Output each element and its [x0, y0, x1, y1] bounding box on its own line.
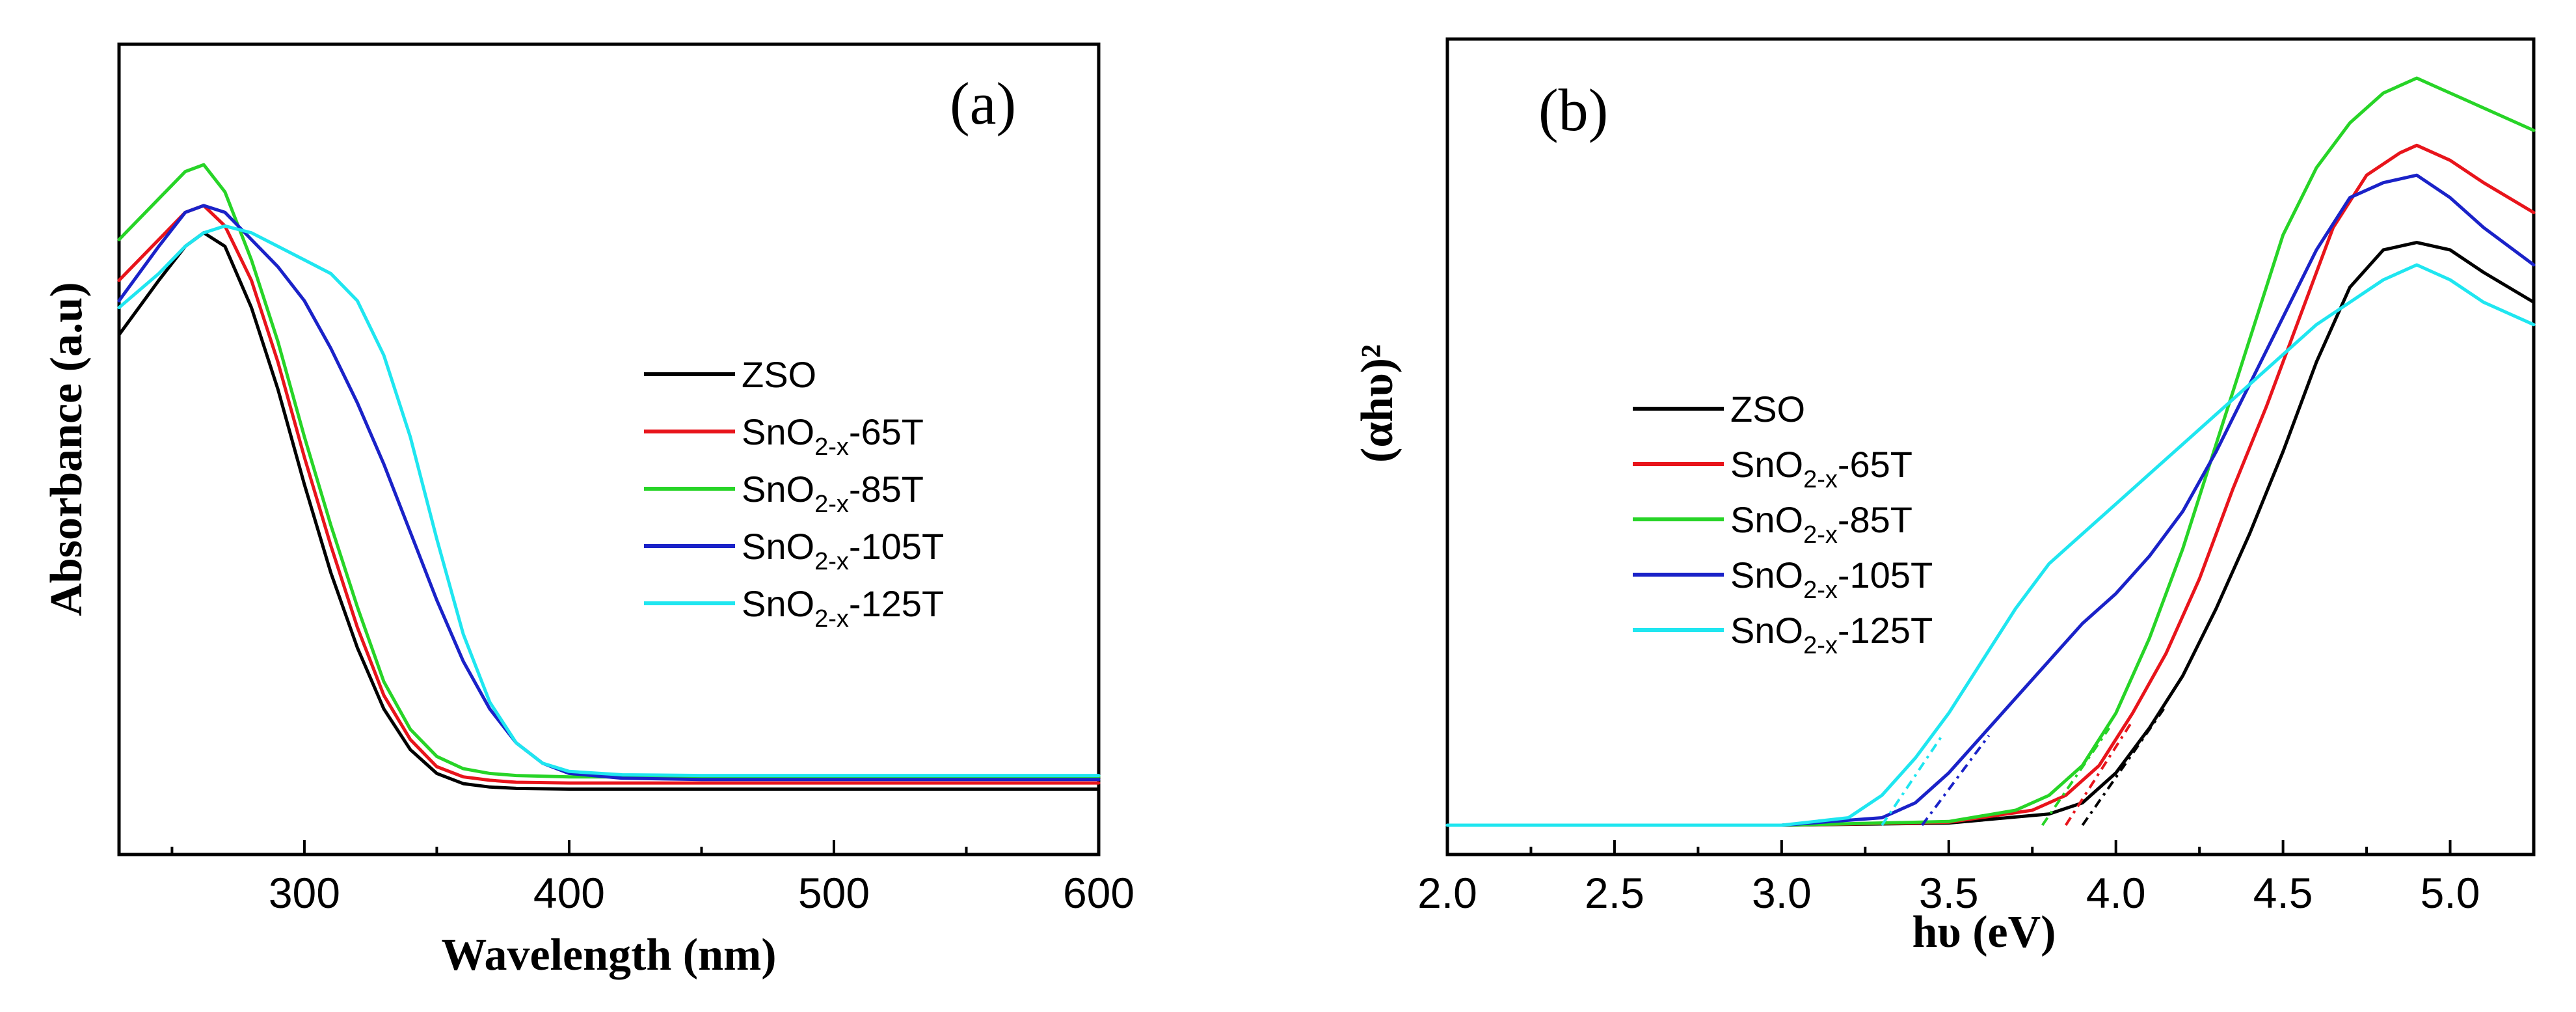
panel-b-legend-item: SnO2-x-125T — [1633, 610, 1933, 659]
panel-b-tauc-fit-lines — [1881, 705, 2167, 827]
panel-a-x-axis-title: Wavelength (nm) — [441, 930, 776, 980]
panel-b-legend-label: SnO2-x-105T — [1730, 554, 1933, 604]
panel-b-x-tick-label: 2.0 — [1417, 869, 1477, 917]
panel-a-legend-item: SnO2-x-85T — [644, 469, 924, 518]
panel-a-series-zso — [117, 231, 1101, 791]
panel-a-x-tick-label: 300 — [269, 869, 340, 917]
panel-b-series — [1445, 76, 2536, 827]
panel-a-series-sno2-x-85t — [117, 163, 1101, 779]
panel-b-series-sno2-x-65t — [1445, 143, 2536, 827]
panel-a-x-tick-label: 600 — [1063, 869, 1134, 917]
panel-b-tauc-fit-zso — [2081, 705, 2167, 827]
panel-b-series-sno2-x-85t — [1445, 76, 2536, 827]
panel-a-y-axis-title: Absorbance (a.u) — [42, 282, 92, 616]
panel-b-series-zso — [1445, 241, 2536, 827]
panel-b-x-tick-label: 3.0 — [1752, 869, 1812, 917]
panel-b-x-tick-label: 5.0 — [2421, 869, 2480, 917]
panel-a-legend-label: SnO2-x-105T — [742, 526, 944, 575]
panel-b-x-tick-label: 4.0 — [2086, 869, 2146, 917]
panel-b-series-sno2-x-105t — [1445, 173, 2536, 827]
panel-a: 300 400 500 600 (a) Wavelength (nm) Absorba… — [42, 42, 1134, 980]
panel-a-legend-label: ZSO — [742, 354, 816, 395]
panel-b-frame — [1445, 37, 2536, 856]
panel-a-legend-item: SnO2-x-105T — [644, 526, 944, 575]
panel-b-tauc-fit-sno2-x-125t — [1881, 735, 1944, 827]
panel-b-series-sno2-x-125t — [1445, 263, 2536, 827]
panel-a-legend: ZSO SnO2-x-65T SnO2-x-85T SnO2-x-105T SnO2-x… — [644, 354, 944, 633]
panel-b-tauc-fit-sno2-x-65t — [2064, 720, 2134, 827]
panel-a-legend-label: SnO2-x-65T — [742, 411, 924, 461]
panel-a-tag: (a) — [950, 70, 1016, 137]
panel-b-tauc-fit-sno2-x-105t — [1921, 735, 1991, 827]
panel-a-legend-label: SnO2-x-85T — [742, 469, 924, 518]
panel-a-series — [117, 163, 1101, 791]
panel-a-legend-label: SnO2-x-125T — [742, 583, 944, 633]
panel-a-x-tick-label: 500 — [798, 869, 870, 917]
panel-b-x-tick-label: 4.5 — [2253, 869, 2313, 917]
panel-b-legend-item: SnO2-x-85T — [1633, 499, 1912, 549]
panel-a-frame — [117, 42, 1101, 856]
panel-b-tauc-fit-sno2-x-85t — [2041, 727, 2111, 827]
panel-b-legend-label: SnO2-x-125T — [1730, 610, 1933, 659]
panel-b-x-tick-label: 2.5 — [1585, 869, 1644, 917]
panel-a-legend-item: ZSO — [644, 354, 816, 395]
panel-b-legend-item: SnO2-x-65T — [1633, 444, 1912, 493]
panel-a-series-sno2-x-125t — [117, 224, 1101, 778]
panel-b-legend-item: SnO2-x-105T — [1633, 554, 1933, 604]
panel-b: 2.0 2.5 3.0 3.5 4.0 4.5 5.0 (b) hυ (eV) (αhυ)²… — [1352, 37, 2536, 957]
panel-a-legend-item: SnO2-x-125T — [644, 583, 944, 633]
panel-b-legend-item: ZSO — [1633, 389, 1805, 430]
panel-a-x-tick-label: 400 — [533, 869, 605, 917]
panel-b-x-ticks: 2.0 2.5 3.0 3.5 4.0 4.5 5.0 — [1417, 840, 2480, 917]
panel-b-tag: (b) — [1538, 77, 1608, 143]
panel-b-legend-label: SnO2-x-85T — [1730, 499, 1912, 549]
panel-a-series-sno2-x-105t — [117, 204, 1101, 782]
panel-b-legend-label: ZSO — [1730, 389, 1805, 430]
panel-a-legend-item: SnO2-x-65T — [644, 411, 924, 461]
panel-b-x-tick-label: 3.5 — [1919, 869, 1979, 917]
panel-b-x-axis-title: hυ (eV) — [1912, 907, 2056, 957]
panel-b-y-axis-title: (αhυ)² — [1352, 344, 1402, 463]
panel-b-legend-label: SnO2-x-65T — [1730, 444, 1912, 493]
panel-a-x-ticks: 300 400 500 600 — [170, 840, 1134, 917]
panel-a-series-sno2-x-65t — [117, 204, 1101, 785]
